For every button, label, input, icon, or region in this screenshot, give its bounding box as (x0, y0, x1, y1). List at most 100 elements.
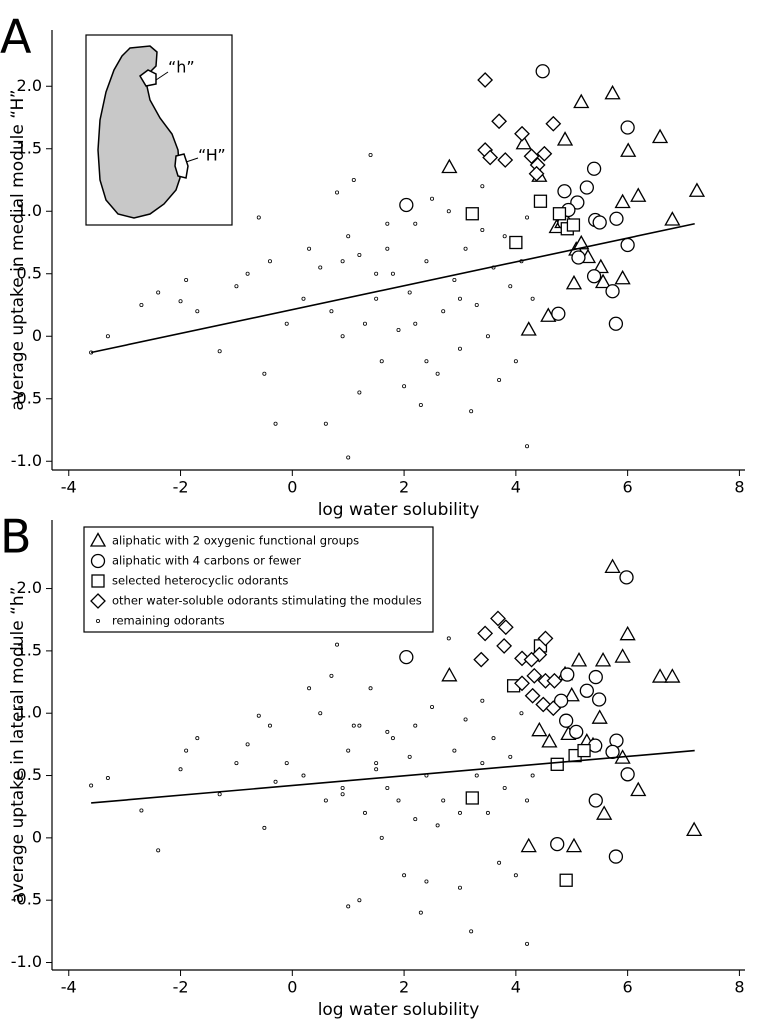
point (480, 227, 485, 232)
point (528, 165, 545, 182)
point (374, 761, 379, 766)
point (524, 687, 541, 704)
point (424, 359, 429, 364)
inset: “h” “H” (85, 34, 233, 226)
point (474, 773, 479, 778)
point (357, 390, 362, 395)
point (318, 711, 323, 716)
point (340, 259, 345, 264)
point (588, 793, 603, 808)
point (267, 723, 272, 728)
point (385, 221, 390, 226)
point (579, 180, 594, 195)
point (105, 334, 110, 339)
point (520, 837, 537, 853)
point (256, 215, 261, 220)
point (357, 898, 362, 903)
point (477, 625, 494, 642)
point (234, 284, 239, 289)
point (592, 258, 609, 274)
x-tick-label: -2 (173, 978, 189, 997)
legend-label: other water-soluble odorants stimulating… (112, 594, 422, 608)
point (604, 558, 621, 574)
point (184, 748, 189, 753)
point (335, 190, 340, 195)
x-tick-label: 4 (511, 478, 521, 497)
legend-label: aliphatic with 4 carbons or fewer (112, 554, 301, 568)
x-tick-label: 6 (623, 478, 633, 497)
point (156, 848, 161, 853)
point (441, 309, 446, 314)
point (452, 277, 457, 282)
y-tick-label: -0.5 (11, 890, 42, 909)
point (480, 761, 485, 766)
point (519, 711, 524, 716)
y-tick-label: 0 (32, 827, 42, 846)
point (399, 649, 414, 665)
point (537, 630, 554, 647)
point (514, 675, 530, 692)
point (605, 744, 620, 760)
point (608, 849, 624, 864)
point (396, 327, 401, 332)
point (480, 698, 485, 703)
point (525, 215, 530, 220)
point (533, 194, 548, 208)
point (541, 733, 558, 748)
point (545, 700, 562, 717)
point (530, 773, 535, 778)
point (577, 743, 591, 758)
point (550, 836, 565, 852)
point (329, 673, 334, 678)
point (474, 302, 479, 307)
point (446, 209, 451, 214)
point (605, 284, 620, 299)
x-tick-label: -2 (173, 478, 189, 497)
point (514, 125, 530, 142)
point (608, 316, 624, 331)
point (463, 246, 468, 251)
point (620, 142, 637, 157)
point (273, 421, 278, 426)
point (357, 723, 362, 728)
point (566, 218, 581, 232)
point (307, 246, 312, 251)
point (390, 271, 395, 276)
point (284, 321, 289, 326)
point (262, 825, 267, 830)
point (178, 767, 183, 772)
x-tick-label: 8 (734, 478, 744, 497)
point (515, 134, 532, 150)
point (571, 250, 586, 265)
point (346, 234, 351, 239)
x-tick-label: 6 (623, 978, 633, 997)
legend: aliphatic with 2 oxygenic functional gro… (83, 526, 434, 633)
point (614, 269, 631, 285)
point (604, 84, 621, 100)
point (526, 667, 543, 684)
point (346, 455, 351, 460)
point (620, 767, 635, 782)
point (368, 152, 373, 157)
point (245, 271, 250, 276)
legend-label: aliphatic with 2 oxygenic functional gro… (112, 534, 359, 548)
legend-label: remaining odorants (112, 614, 225, 628)
point (457, 296, 462, 301)
point (184, 277, 189, 282)
y-tick-label: 2.0 (17, 76, 42, 95)
point (407, 754, 412, 759)
point (620, 120, 635, 135)
point (301, 296, 306, 301)
point (441, 666, 458, 682)
point (523, 651, 540, 668)
point (592, 215, 607, 230)
point (368, 686, 373, 691)
y-axis-title: average uptake in lateral module “h” (8, 587, 28, 904)
point (351, 177, 356, 182)
point (520, 321, 537, 336)
point (89, 783, 94, 788)
y-tick-label: -1.0 (11, 451, 42, 470)
legend-symbol (96, 619, 101, 624)
point (195, 309, 200, 314)
point (318, 265, 323, 270)
